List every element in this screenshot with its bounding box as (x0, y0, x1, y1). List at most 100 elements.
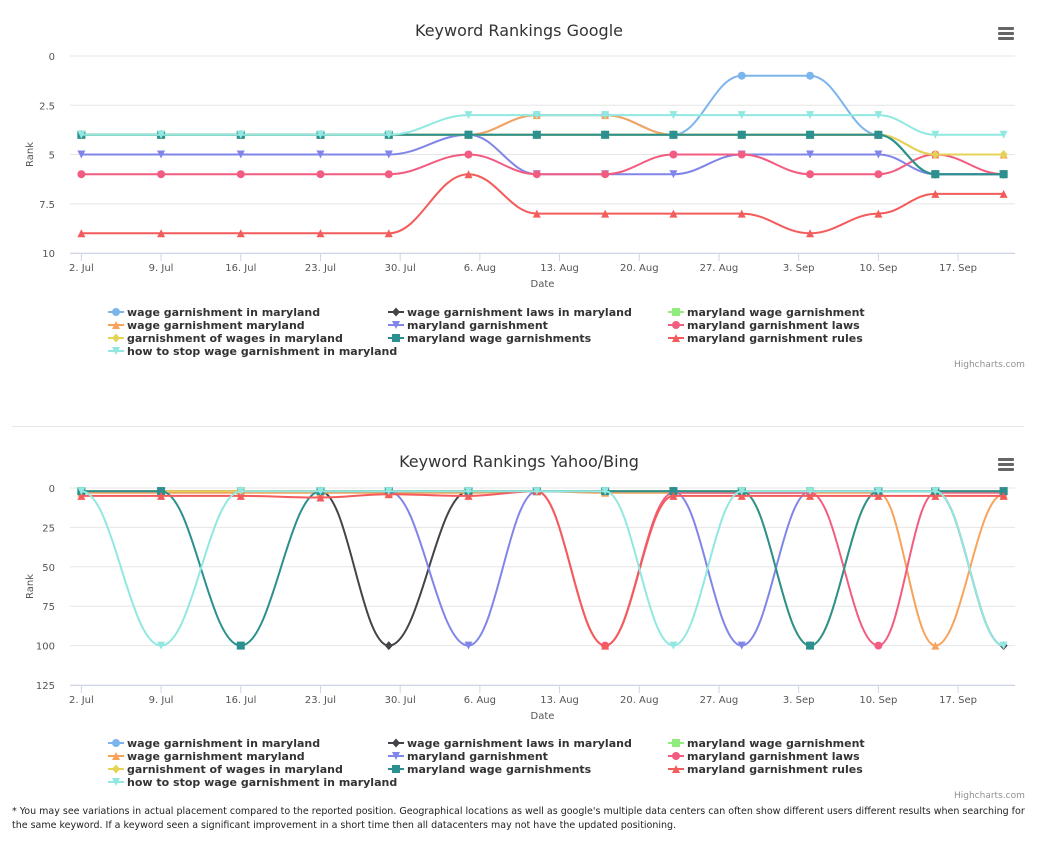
data-point[interactable] (806, 487, 815, 496)
legend-item[interactable]: wage garnishment laws in maryland (388, 737, 632, 750)
series-line[interactable] (81, 173, 1004, 235)
data-point[interactable] (874, 209, 883, 218)
data-point[interactable] (384, 150, 393, 159)
data-point[interactable] (77, 491, 86, 500)
data-point[interactable] (77, 487, 86, 496)
data-point[interactable] (806, 170, 815, 179)
data-point[interactable] (384, 170, 393, 179)
data-point[interactable] (931, 641, 940, 650)
data-point[interactable] (806, 641, 815, 650)
data-point[interactable] (464, 170, 473, 179)
data-point[interactable] (874, 130, 883, 139)
data-point[interactable] (931, 130, 940, 139)
legend-item[interactable]: maryland garnishment laws (668, 750, 860, 763)
legend-item[interactable]: maryland garnishment laws (668, 319, 860, 332)
data-point[interactable] (874, 487, 883, 496)
data-point[interactable] (874, 170, 883, 179)
data-point[interactable] (999, 491, 1008, 500)
data-point[interactable] (669, 487, 678, 496)
data-point[interactable] (669, 150, 678, 159)
data-point[interactable] (464, 491, 473, 500)
legend-item[interactable]: wage garnishment maryland (108, 319, 305, 332)
data-point[interactable] (601, 170, 610, 179)
data-point[interactable] (532, 170, 541, 179)
data-point[interactable] (384, 641, 393, 651)
data-point[interactable] (931, 491, 940, 500)
data-point[interactable] (669, 130, 678, 139)
data-point[interactable] (737, 71, 746, 80)
series-line[interactable] (81, 74, 1004, 176)
series-line[interactable] (81, 153, 1004, 176)
data-point[interactable] (77, 170, 86, 179)
data-point[interactable] (236, 150, 245, 159)
data-point[interactable] (601, 487, 610, 496)
data-point[interactable] (601, 130, 610, 139)
data-point[interactable] (77, 229, 86, 238)
data-point[interactable] (874, 150, 883, 159)
series-line[interactable] (81, 490, 1004, 647)
data-point[interactable] (157, 150, 166, 159)
data-point[interactable] (999, 487, 1008, 496)
data-point[interactable] (157, 491, 166, 500)
data-point[interactable] (999, 170, 1008, 179)
legend-item[interactable]: maryland wage garnishment (668, 306, 865, 319)
data-point[interactable] (874, 491, 883, 500)
data-point[interactable] (737, 491, 746, 500)
data-point[interactable] (316, 487, 325, 496)
legend-item[interactable]: maryland garnishment rules (668, 332, 863, 345)
data-point[interactable] (157, 130, 166, 139)
data-point[interactable] (874, 641, 883, 650)
data-point[interactable] (669, 641, 678, 650)
data-point[interactable] (669, 170, 678, 179)
data-point[interactable] (532, 130, 541, 139)
data-point[interactable] (737, 150, 746, 159)
yahoo-chart-credits[interactable]: Highcharts.com (954, 791, 1025, 801)
data-point[interactable] (464, 111, 473, 120)
yahoo-chart-menu-icon[interactable] (998, 458, 1014, 472)
data-point[interactable] (236, 130, 245, 139)
data-point[interactable] (236, 487, 245, 496)
legend-item[interactable]: maryland garnishment (388, 750, 548, 763)
data-point[interactable] (77, 150, 86, 159)
data-point[interactable] (384, 229, 393, 238)
data-point[interactable] (236, 229, 245, 238)
data-point[interactable] (999, 130, 1008, 139)
data-point[interactable] (236, 491, 245, 500)
legend-item[interactable]: wage garnishment in maryland (108, 306, 320, 319)
data-point[interactable] (464, 487, 473, 496)
data-point[interactable] (806, 111, 815, 120)
data-point[interactable] (532, 209, 541, 218)
data-point[interactable] (806, 130, 815, 139)
data-point[interactable] (999, 189, 1008, 198)
google-chart-menu-icon[interactable] (998, 27, 1014, 41)
legend-item[interactable]: maryland wage garnishments (388, 763, 592, 776)
data-point[interactable] (532, 487, 541, 496)
data-point[interactable] (464, 150, 473, 159)
data-point[interactable] (157, 170, 166, 179)
data-point[interactable] (737, 641, 746, 650)
data-point[interactable] (737, 111, 746, 120)
legend-item[interactable]: how to stop wage garnishment in maryland (108, 345, 397, 358)
data-point[interactable] (669, 491, 678, 500)
data-point[interactable] (316, 229, 325, 238)
data-point[interactable] (316, 170, 325, 179)
data-point[interactable] (236, 170, 245, 179)
series-line[interactable] (81, 114, 1004, 136)
data-point[interactable] (931, 150, 940, 159)
data-point[interactable] (601, 641, 610, 650)
data-point[interactable] (806, 71, 815, 80)
data-point[interactable] (77, 130, 86, 139)
data-point[interactable] (931, 170, 940, 179)
data-point[interactable] (316, 130, 325, 139)
legend-item[interactable]: wage garnishment in maryland (108, 737, 320, 750)
series-line[interactable] (81, 133, 1004, 156)
data-point[interactable] (999, 641, 1008, 650)
data-point[interactable] (236, 641, 245, 650)
legend-item[interactable]: wage garnishment maryland (108, 750, 305, 763)
data-point[interactable] (806, 491, 815, 500)
series-line[interactable] (81, 490, 1004, 647)
data-point[interactable] (931, 189, 940, 198)
google-chart-credits[interactable]: Highcharts.com (954, 360, 1025, 370)
legend-item[interactable]: wage garnishment laws in maryland (388, 306, 632, 319)
legend-item[interactable]: how to stop wage garnishment in maryland (108, 776, 397, 789)
